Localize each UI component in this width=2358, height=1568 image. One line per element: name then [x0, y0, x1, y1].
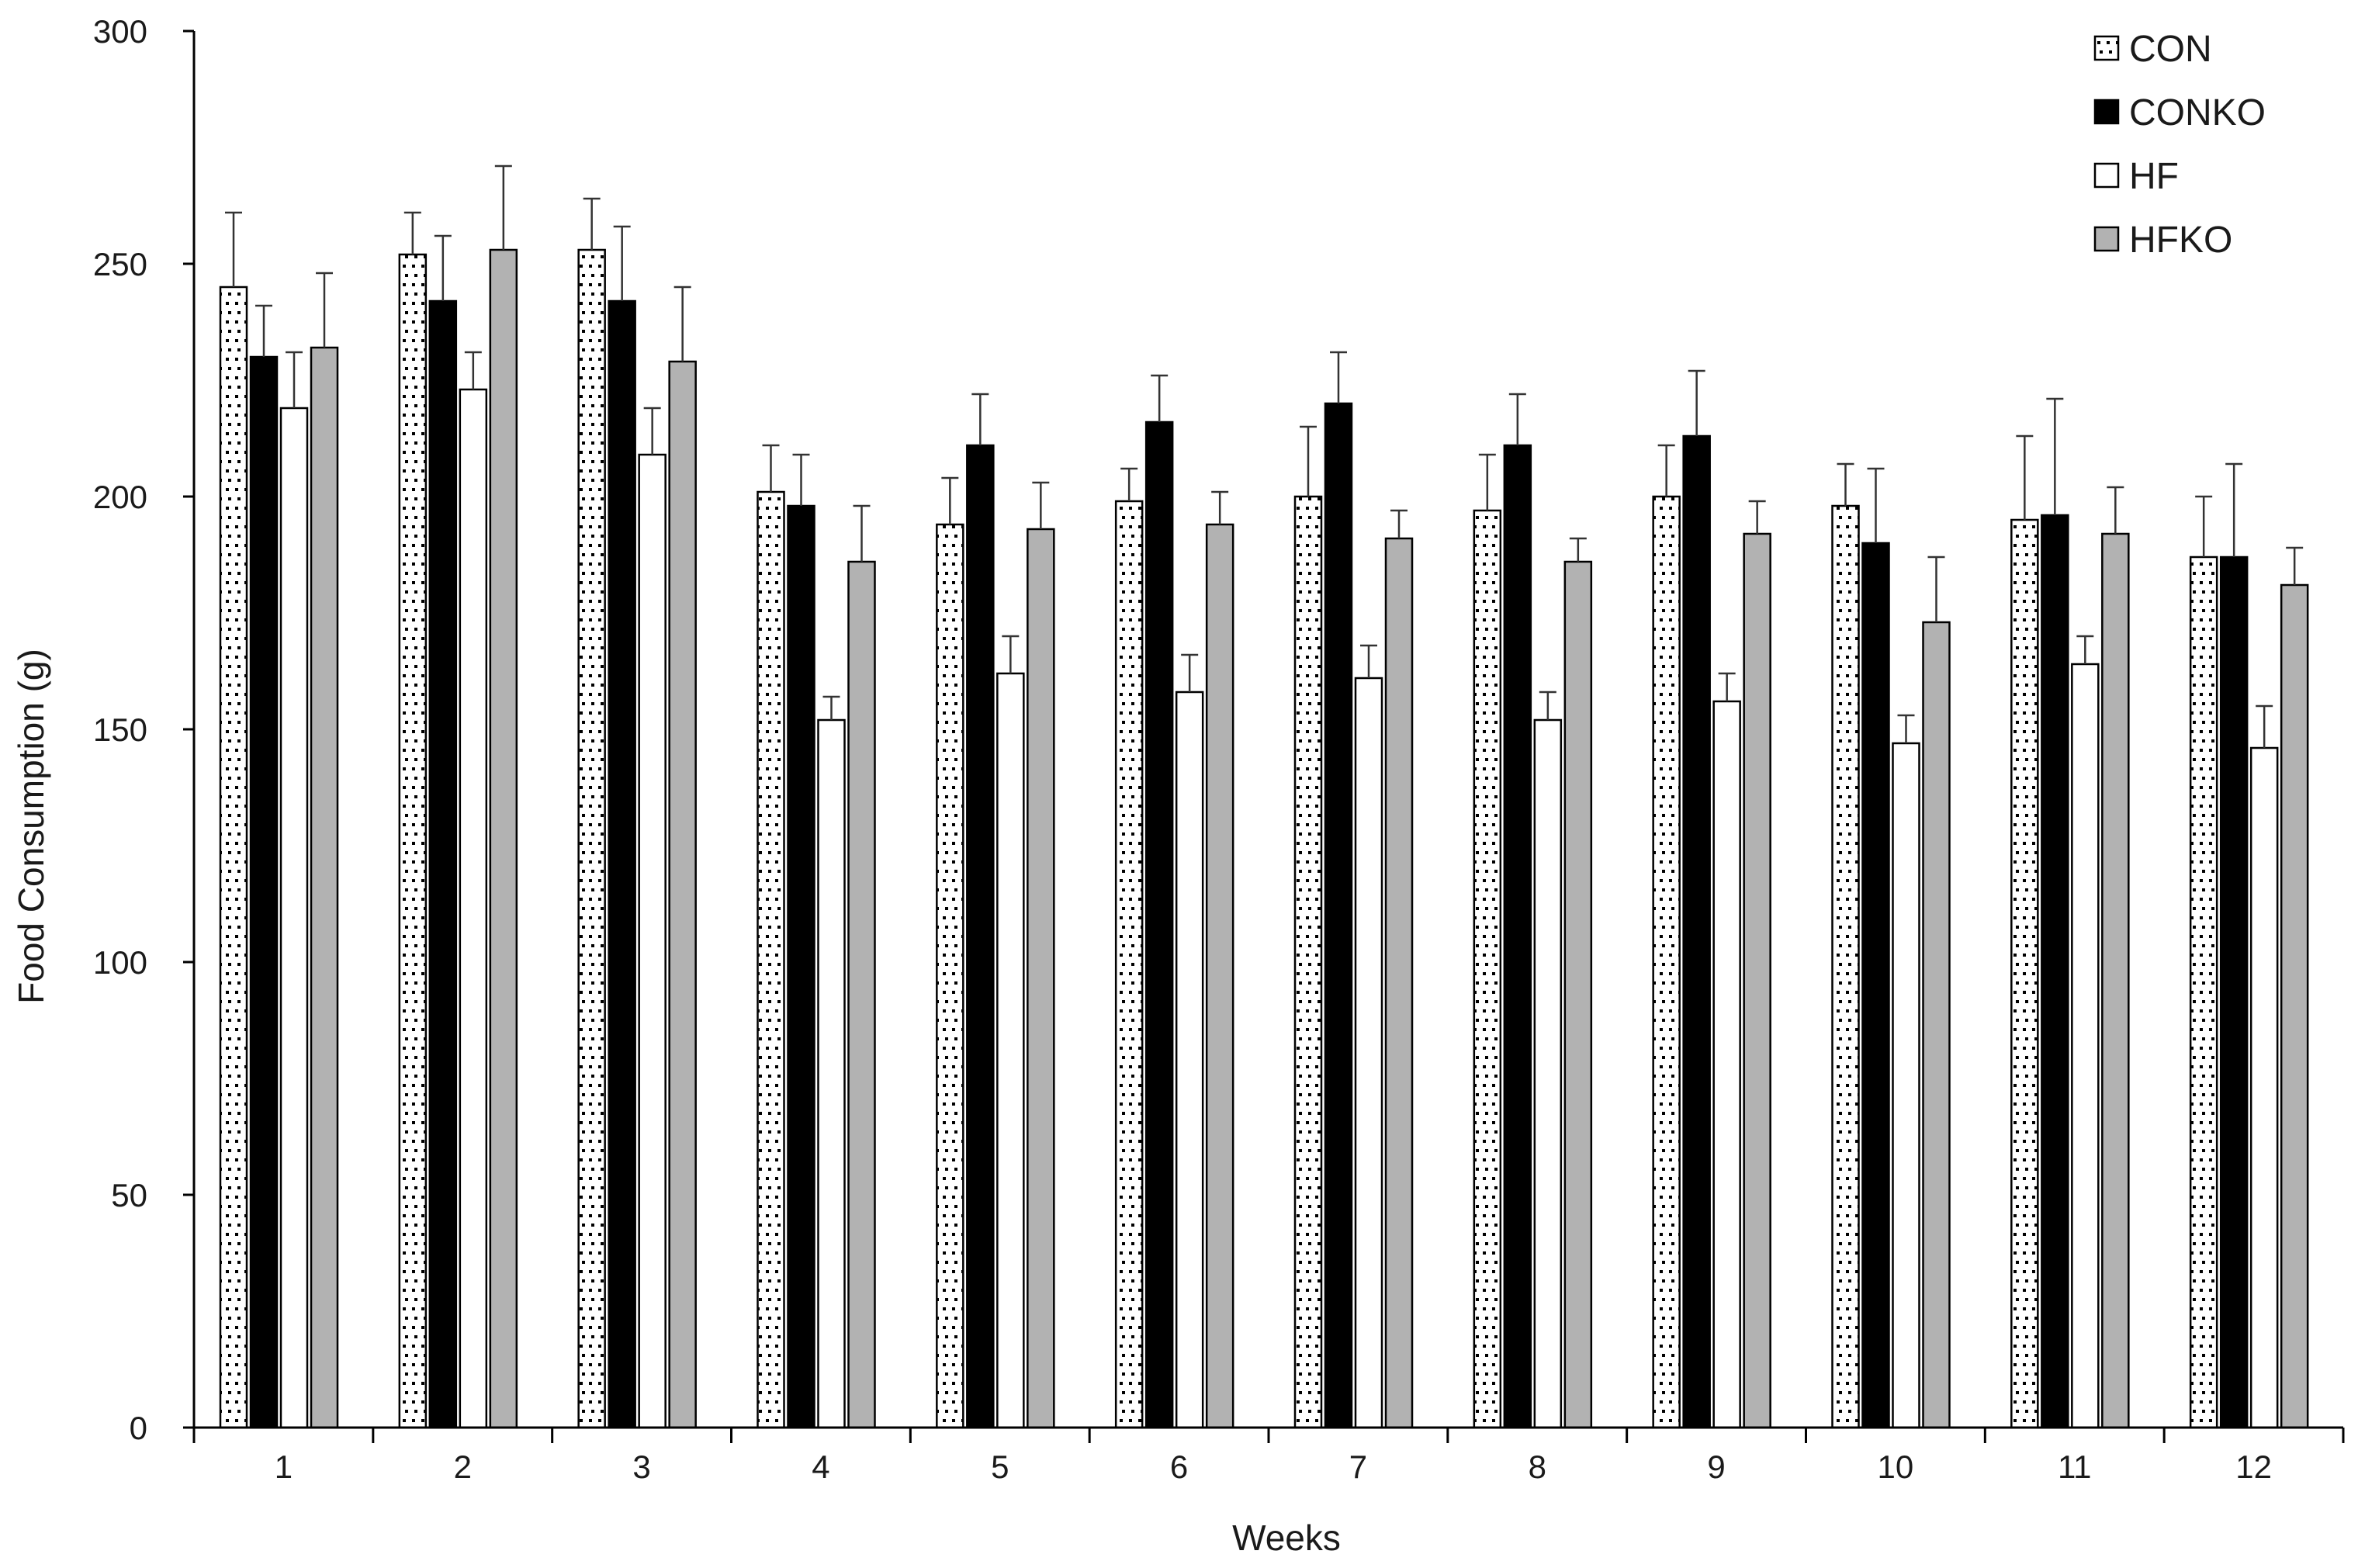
- bar-hf-week-9: [1712, 700, 1741, 1429]
- y-axis-title: Food Consumption (g): [11, 649, 51, 1004]
- bar-conko-week-11: [2041, 514, 2069, 1429]
- bar-hfko-week-3: [668, 360, 697, 1429]
- bar-conko-week-12: [2219, 556, 2249, 1429]
- y-tick-label: 300: [93, 13, 147, 50]
- bar-con-week-11: [2010, 518, 2039, 1429]
- bar-hfko-week-8: [1563, 560, 1593, 1429]
- bar-conko-week-9: [1682, 434, 1711, 1429]
- x-tick-label: 5: [991, 1449, 1009, 1485]
- bar-hf-week-5: [996, 672, 1025, 1429]
- legend-swatch-hf: [2093, 162, 2120, 189]
- legend-swatch-con: [2093, 35, 2120, 61]
- legend-swatch-hfko: [2093, 226, 2120, 252]
- bar-conko-week-3: [608, 299, 636, 1429]
- legend-label-hf: HF: [2129, 156, 2179, 197]
- bar-con-week-5: [936, 523, 964, 1429]
- legend-swatch-conko: [2093, 99, 2120, 125]
- bar-hf-week-12: [2249, 746, 2279, 1429]
- x-axis-ticks: 1 2 3 4 5 6 7 8 9 10 11 12: [192, 1428, 2345, 1485]
- bar-hf-week-8: [1533, 718, 1563, 1429]
- bar-con-week-12: [2189, 556, 2218, 1429]
- bar-hf-week-10: [1892, 742, 1920, 1429]
- x-tick-label: 8: [1529, 1449, 1546, 1485]
- x-tick-label: 11: [2058, 1449, 2092, 1485]
- y-tick-label: 200: [93, 479, 147, 515]
- bar-conko-week-2: [428, 299, 458, 1429]
- legend-label-con: CON: [2129, 29, 2212, 70]
- bar-con-week-3: [577, 248, 606, 1429]
- bar-con-week-9: [1652, 495, 1681, 1429]
- bar-hfko-week-5: [1027, 528, 1055, 1429]
- x-tick-label: 6: [1170, 1449, 1188, 1485]
- x-tick-label: 1: [275, 1449, 293, 1485]
- bar-conko-week-8: [1503, 444, 1532, 1429]
- bar-hfko-week-10: [1922, 621, 1951, 1429]
- bar-hf-week-6: [1175, 691, 1204, 1429]
- legend-label-hfko: HFKO: [2129, 220, 2232, 261]
- y-tick-label: 100: [93, 944, 147, 981]
- legend: CON CONKO HF HFKO: [2093, 29, 2266, 261]
- y-tick-label: 0: [130, 1410, 147, 1446]
- bar-hfko-week-12: [2280, 583, 2309, 1429]
- bar-hfko-week-4: [847, 560, 876, 1429]
- bar-conko-week-6: [1144, 421, 1174, 1429]
- bar-hf-week-7: [1354, 677, 1383, 1429]
- bar-con-week-10: [1831, 504, 1860, 1429]
- x-tick-label: 10: [1878, 1449, 1914, 1485]
- bar-hfko-week-9: [1743, 532, 1771, 1429]
- bar-con-week-6: [1114, 500, 1144, 1429]
- bar-con-week-2: [398, 253, 428, 1429]
- y-tick-label: 150: [93, 711, 147, 748]
- x-tick-label: 4: [812, 1449, 829, 1485]
- bar-conko-week-4: [787, 504, 815, 1429]
- bar-conko-week-10: [1861, 542, 1890, 1429]
- x-axis-title: Weeks: [1232, 1518, 1341, 1558]
- bar-hfko-week-7: [1384, 537, 1414, 1429]
- x-tick-label: 9: [1707, 1449, 1725, 1485]
- bar-hfko-week-1: [310, 346, 339, 1429]
- error-bars-layer: [225, 164, 2304, 748]
- x-tick-label: 12: [2235, 1449, 2272, 1485]
- bar-hfko-week-11: [2101, 532, 2130, 1429]
- x-tick-label: 7: [1349, 1449, 1367, 1485]
- bar-conko-week-5: [966, 444, 995, 1429]
- y-axis-ticks: 0 50 100 150 200 250 300: [93, 13, 194, 1446]
- x-tick-label: 3: [632, 1449, 650, 1485]
- bar-hf-week-4: [817, 718, 846, 1429]
- y-tick-label: 50: [111, 1177, 147, 1213]
- bar-con-week-7: [1293, 495, 1323, 1429]
- y-tick-label: 250: [93, 246, 147, 282]
- bar-hf-week-11: [2071, 663, 2100, 1429]
- bar-con-week-8: [1473, 509, 1502, 1429]
- bar-con-week-1: [219, 286, 248, 1429]
- bar-hfko-week-2: [489, 248, 518, 1429]
- bar-hfko-week-6: [1205, 523, 1234, 1429]
- bar-conko-week-1: [249, 355, 279, 1429]
- bar-conko-week-7: [1324, 402, 1353, 1429]
- legend-label-conko: CONKO: [2129, 92, 2266, 133]
- x-tick-label: 2: [454, 1449, 472, 1485]
- bar-hf-week-3: [638, 453, 667, 1429]
- bar-hf-week-1: [279, 407, 309, 1429]
- bars-layer: [219, 248, 2309, 1429]
- bar-con-week-4: [757, 490, 785, 1429]
- bar-hf-week-2: [459, 388, 488, 1429]
